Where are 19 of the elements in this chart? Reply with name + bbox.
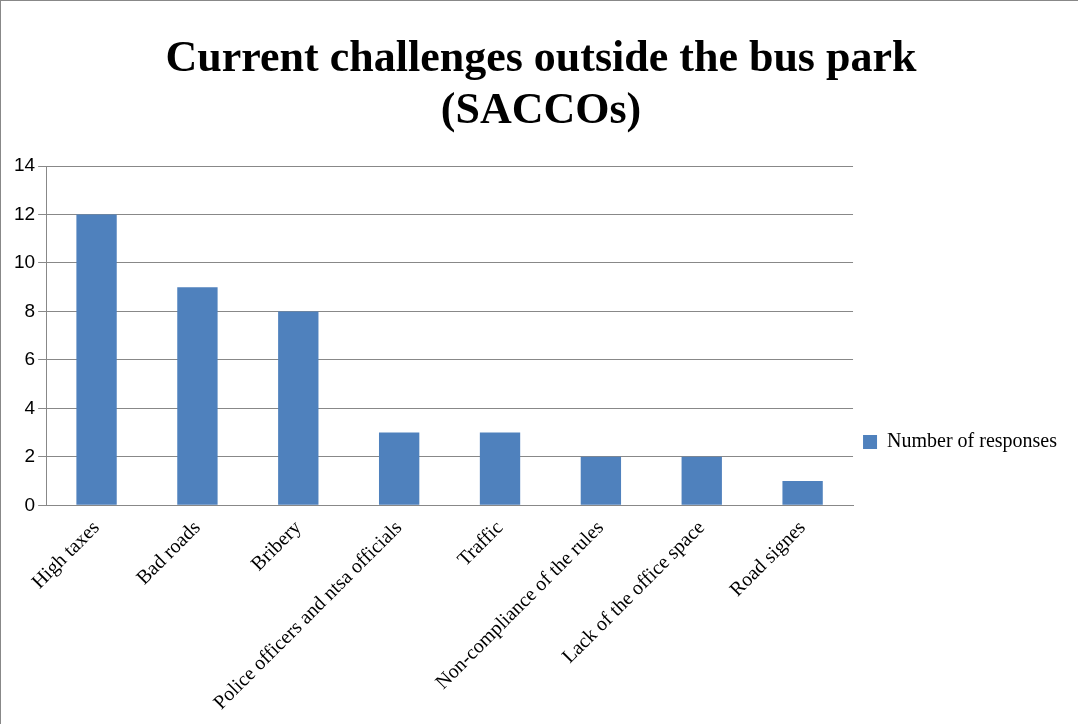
legend-label: Number of responses [887,429,1058,453]
y-tick-label: 0 [24,493,36,515]
y-tick-label: 8 [24,299,36,321]
bar [177,287,218,505]
y-tick-label: 6 [24,348,36,370]
y-tick-label: 2 [24,445,36,467]
bar [76,214,117,505]
y-tick-label: 4 [24,396,36,418]
y-tick-label: 14 [13,154,36,176]
bar [580,456,622,505]
bar [479,432,521,505]
bar [378,432,420,505]
y-tick-label: 12 [13,202,36,224]
bar [681,456,722,505]
bar [278,311,319,505]
bar [782,481,823,505]
x-tick-label: High taxes [26,515,104,593]
chart-title: Current challenges outside the bus park (SACCOs) [164,31,918,135]
y-tick-label: 10 [13,251,36,273]
